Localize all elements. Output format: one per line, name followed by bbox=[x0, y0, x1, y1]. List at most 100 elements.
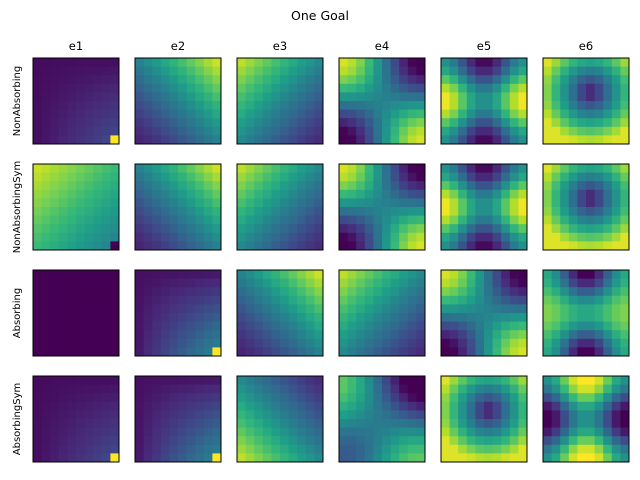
heatmap-cell bbox=[416, 321, 426, 331]
heatmap-cell bbox=[288, 126, 298, 136]
heatmap-cell bbox=[543, 232, 552, 242]
heatmap-cell bbox=[364, 241, 374, 251]
heatmap-cell bbox=[58, 338, 68, 348]
heatmap-cell bbox=[195, 313, 205, 322]
heatmap-cell bbox=[84, 198, 94, 208]
heatmap-cell bbox=[186, 109, 196, 119]
heatmap-cell bbox=[484, 401, 493, 411]
heatmap-cell bbox=[297, 427, 307, 437]
heatmap-cell bbox=[169, 92, 179, 102]
heatmap-cell bbox=[551, 347, 561, 357]
heatmap-cell bbox=[518, 444, 528, 454]
heatmap-cell bbox=[568, 338, 578, 348]
heatmap-cell bbox=[586, 83, 595, 93]
heatmap-cell bbox=[518, 198, 528, 208]
heatmap-cell bbox=[143, 321, 153, 331]
heatmap-cell bbox=[356, 109, 366, 119]
heatmap-cell bbox=[577, 444, 587, 454]
heatmap-cell bbox=[84, 313, 94, 322]
heatmap-cell bbox=[280, 118, 289, 128]
heatmap-cell bbox=[475, 347, 485, 357]
heatmap-cell bbox=[178, 66, 187, 76]
heatmap-cell bbox=[449, 109, 459, 119]
heatmap-cell bbox=[110, 232, 120, 242]
heatmap-cell bbox=[237, 338, 246, 348]
heatmap-cell bbox=[58, 427, 68, 437]
heatmap-cell bbox=[586, 419, 595, 428]
heatmap-cell bbox=[101, 172, 111, 182]
heatmap-cell bbox=[288, 189, 298, 199]
heatmap-cell bbox=[458, 207, 468, 216]
heatmap-cell bbox=[212, 436, 222, 446]
heatmap-cell bbox=[475, 118, 485, 128]
heatmap-cell bbox=[280, 444, 289, 454]
heatmap-cell bbox=[560, 207, 570, 216]
heatmap-cell bbox=[399, 444, 409, 454]
heatmap-cell bbox=[314, 118, 324, 128]
heatmap-cell bbox=[568, 304, 578, 314]
heatmap-cell bbox=[93, 376, 103, 385]
heatmap-cell bbox=[594, 58, 604, 67]
heatmap-cell bbox=[67, 224, 77, 234]
heatmap-cell bbox=[586, 58, 595, 67]
heatmap-cell bbox=[501, 384, 511, 394]
heatmap-cell bbox=[67, 347, 77, 357]
heatmap-cell bbox=[101, 401, 111, 411]
heatmap-cell bbox=[254, 241, 264, 251]
heatmap-cell bbox=[551, 66, 561, 76]
heatmap-cell bbox=[484, 419, 493, 428]
heatmap-cell bbox=[297, 241, 307, 251]
heatmap-cell bbox=[50, 393, 60, 403]
heatmap-cell bbox=[492, 58, 502, 67]
heatmap-cell bbox=[441, 66, 450, 76]
heatmap-cell bbox=[620, 92, 630, 102]
heatmap-cell bbox=[373, 189, 383, 199]
heatmap-cell bbox=[577, 198, 587, 208]
heatmap-cell bbox=[58, 126, 68, 136]
heatmap-cell bbox=[603, 270, 613, 279]
heatmap-cell bbox=[594, 101, 604, 110]
heatmap-cell bbox=[262, 304, 272, 314]
heatmap-cell bbox=[466, 427, 476, 437]
heatmap-cell bbox=[76, 164, 85, 173]
heatmap-cell bbox=[509, 270, 519, 279]
heatmap-cell bbox=[203, 376, 213, 385]
heatmap-cell bbox=[364, 270, 374, 279]
heatmap-cell bbox=[76, 126, 85, 136]
heatmap-cell bbox=[560, 295, 570, 305]
heatmap-cell bbox=[509, 207, 519, 216]
heatmap-cell bbox=[76, 453, 85, 463]
heatmap-cell bbox=[152, 109, 162, 119]
heatmap-cell bbox=[551, 410, 561, 420]
heatmap-cell bbox=[356, 215, 366, 225]
heatmap-cell bbox=[314, 330, 324, 340]
heatmap-cell bbox=[484, 330, 493, 340]
heatmap-cell bbox=[390, 75, 400, 85]
heatmap-cell bbox=[620, 278, 630, 288]
heatmap-cell bbox=[441, 172, 450, 182]
heatmap-cell bbox=[466, 75, 476, 85]
heatmap-cell bbox=[356, 384, 366, 394]
heatmap-cell bbox=[203, 321, 213, 331]
heatmap-cell bbox=[492, 224, 502, 234]
heatmap-cell bbox=[509, 75, 519, 85]
heatmap-cell bbox=[76, 427, 85, 437]
heatmap-cell bbox=[186, 215, 196, 225]
column-label: e2 bbox=[171, 39, 185, 53]
heatmap-cell bbox=[586, 207, 595, 216]
heatmap-cell bbox=[152, 101, 162, 110]
heatmap-cell bbox=[33, 164, 42, 173]
heatmap-cell bbox=[543, 295, 552, 305]
heatmap-cell bbox=[33, 270, 42, 279]
heatmap-cell bbox=[280, 83, 289, 93]
heatmap-cell bbox=[390, 215, 400, 225]
heatmap-cell bbox=[314, 189, 324, 199]
heatmap-cell bbox=[305, 384, 315, 394]
heatmap-cell bbox=[568, 444, 578, 454]
heatmap-cell bbox=[466, 270, 476, 279]
heatmap-cell bbox=[305, 75, 315, 85]
heatmap-cell bbox=[543, 172, 552, 182]
heatmap-cell bbox=[110, 181, 120, 191]
heatmap-cell bbox=[390, 181, 400, 191]
heatmap-cell bbox=[143, 83, 153, 93]
